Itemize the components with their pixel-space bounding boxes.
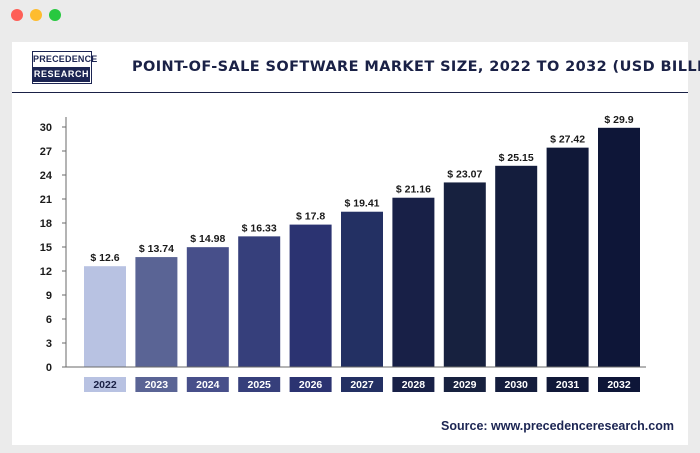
chart-panel: PRECEDENCE RESEARCH POINT-OF-SALE SOFTWA… bbox=[12, 42, 700, 445]
x-category-box bbox=[495, 377, 538, 392]
bar-data-label: $ 23.07 bbox=[447, 168, 482, 180]
y-tick-label: 15 bbox=[40, 242, 52, 254]
close-window-button[interactable] bbox=[11, 9, 23, 21]
bar-data-label: $ 27.42 bbox=[550, 134, 585, 146]
bar-data-label: $ 14.98 bbox=[190, 233, 225, 245]
bar bbox=[135, 257, 178, 367]
bar bbox=[495, 165, 538, 367]
x-category-box bbox=[392, 377, 435, 392]
bar bbox=[546, 147, 589, 367]
x-tick-label: 2026 bbox=[299, 379, 323, 391]
x-category-box bbox=[546, 377, 589, 392]
x-tick-label: 2031 bbox=[556, 379, 580, 391]
x-tick-label: 2032 bbox=[607, 379, 631, 391]
y-tick-label: 3 bbox=[46, 338, 52, 350]
x-category-box bbox=[598, 377, 640, 392]
bar bbox=[598, 127, 640, 367]
x-tick-label: 2022 bbox=[93, 379, 117, 391]
bar-data-label: $ 19.41 bbox=[344, 198, 379, 210]
bar-data-label: $ 16.33 bbox=[242, 222, 277, 234]
bar-data-label: $ 25.15 bbox=[499, 152, 534, 164]
bar-data-label: $ 21.16 bbox=[396, 184, 431, 196]
y-tick-label: 30 bbox=[40, 122, 52, 134]
logo-line-2: RESEARCH bbox=[33, 67, 90, 82]
minimize-window-button[interactable] bbox=[30, 9, 42, 21]
y-tick-label: 21 bbox=[40, 194, 52, 206]
x-tick-label: 2027 bbox=[350, 379, 374, 391]
bar bbox=[186, 247, 229, 367]
bar bbox=[289, 224, 332, 367]
window-titlebar bbox=[0, 0, 700, 30]
x-tick-label: 2023 bbox=[145, 379, 169, 391]
y-tick-label: 12 bbox=[40, 266, 52, 278]
brand-logo: PRECEDENCE RESEARCH bbox=[32, 51, 97, 84]
bar bbox=[238, 236, 281, 367]
y-tick-label: 27 bbox=[40, 146, 52, 158]
bar-data-label: $ 17.8 bbox=[296, 211, 325, 223]
x-tick-label: 2028 bbox=[402, 379, 426, 391]
x-category-box bbox=[341, 377, 383, 392]
chart-header: PRECEDENCE RESEARCH POINT-OF-SALE SOFTWA… bbox=[12, 42, 700, 93]
logo-line-1: PRECEDENCE bbox=[33, 52, 97, 67]
y-tick-label: 24 bbox=[40, 170, 53, 182]
x-category-box bbox=[135, 377, 178, 392]
y-tick-label: 0 bbox=[46, 362, 52, 374]
bar-data-label: $ 29.9 bbox=[604, 114, 633, 126]
y-tick-label: 6 bbox=[46, 314, 52, 326]
bar bbox=[84, 266, 126, 367]
maximize-window-button[interactable] bbox=[49, 9, 61, 21]
bar bbox=[341, 211, 383, 367]
y-tick-label: 9 bbox=[46, 290, 52, 302]
bar bbox=[392, 197, 435, 367]
bar-data-label: $ 13.74 bbox=[139, 243, 174, 255]
x-tick-label: 2029 bbox=[453, 379, 477, 391]
bar-data-label: $ 12.6 bbox=[90, 252, 119, 264]
x-tick-label: 2025 bbox=[248, 379, 272, 391]
x-tick-label: 2024 bbox=[196, 379, 220, 391]
x-category-box bbox=[84, 377, 126, 392]
x-category-box bbox=[186, 377, 229, 392]
y-tick-label: 18 bbox=[40, 218, 52, 230]
source-note: Source: www.precedenceresearch.com bbox=[441, 419, 674, 433]
x-category-box bbox=[238, 377, 281, 392]
x-category-box bbox=[289, 377, 332, 392]
bar-chart: 0 3 6 9 12 15 18 21 24 27 30 $ 12.6 2022 $ 13.74 2023 $… bbox=[40, 114, 646, 392]
x-category-box bbox=[443, 377, 486, 392]
x-tick-label: 2030 bbox=[505, 379, 529, 391]
bar bbox=[443, 182, 486, 367]
chart-title: POINT-OF-SALE SOFTWARE MARKET SIZE, 2022… bbox=[132, 59, 700, 75]
